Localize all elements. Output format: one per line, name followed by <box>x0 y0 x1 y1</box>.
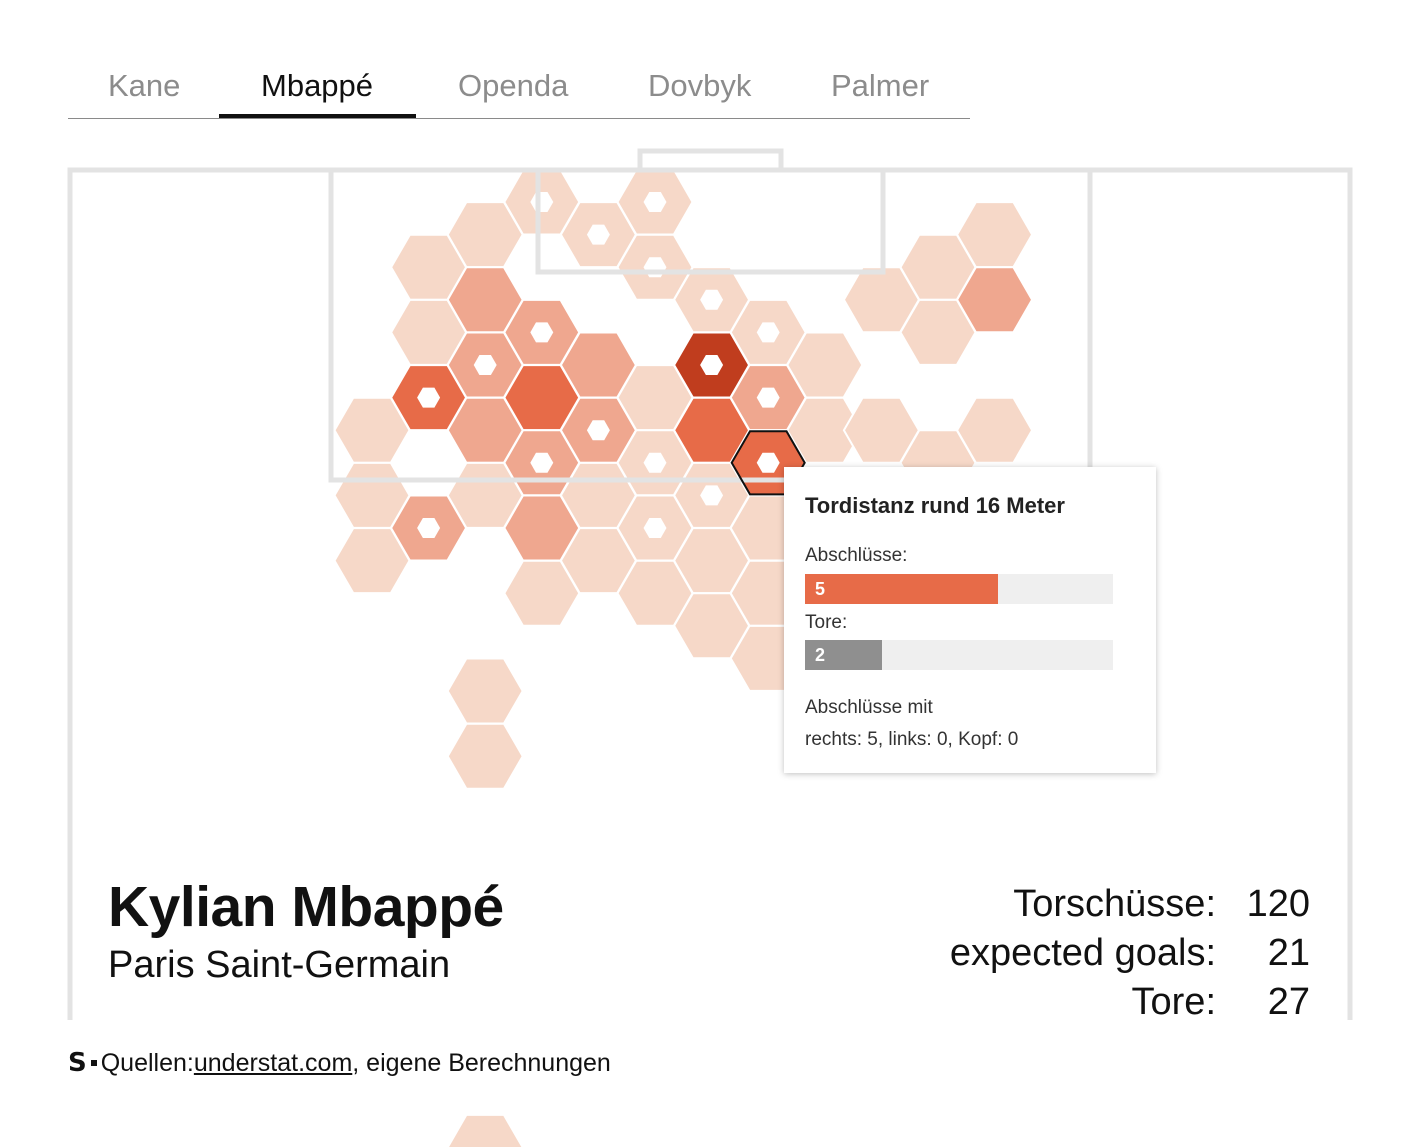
shots-bar: 5 <box>805 574 998 604</box>
hex-cell[interactable] <box>333 527 411 595</box>
goal-marker <box>700 485 724 506</box>
shots-label: Abschlüsse: <box>805 545 908 566</box>
active-tab-indicator <box>219 114 416 118</box>
hex-cell[interactable] <box>503 559 581 627</box>
hex-shot-cell[interactable] <box>446 722 524 790</box>
goal-marker <box>756 322 780 343</box>
stat-value: 120 <box>1246 883 1310 925</box>
player-tabs: Kane Mbappé Openda Dovbyk Palmer <box>68 56 970 119</box>
goals-bar-track: 2 <box>805 640 1113 670</box>
goal-marker <box>643 192 667 212</box>
tab-mbappe[interactable]: Mbappé <box>261 68 374 103</box>
hex-shot-cell[interactable] <box>446 1113 524 1147</box>
source-prefix: Quellen: <box>100 1048 194 1077</box>
goal-marker <box>756 387 780 408</box>
foot-breakdown-line1: Abschlüsse mit <box>805 697 933 718</box>
hex-shot-cell[interactable] <box>446 657 524 725</box>
stat-value: 27 <box>1267 981 1310 1023</box>
goal-marker <box>473 355 497 375</box>
player-name: Kylian Mbappé <box>108 875 504 939</box>
goals-bar: 2 <box>805 640 882 670</box>
publisher-logo: S <box>68 1048 87 1078</box>
goal-marker <box>530 452 554 473</box>
hex-shot-cell[interactable] <box>333 527 411 595</box>
player-club: Paris Saint-Germain <box>108 944 451 986</box>
hex-cell[interactable] <box>616 494 694 562</box>
goal-marker <box>643 452 667 473</box>
goal-marker <box>643 518 667 538</box>
hex-cell[interactable] <box>446 722 524 790</box>
tab-palmer[interactable]: Palmer <box>831 68 930 103</box>
goal-area <box>535 167 886 275</box>
stat-value: 21 <box>1267 932 1310 974</box>
goal-marker <box>530 322 554 343</box>
goal-marker <box>586 420 610 441</box>
goals-value: 2 <box>815 645 826 665</box>
shots-value: 5 <box>815 579 826 599</box>
goals-label: Tore: <box>805 612 848 633</box>
goal-marker <box>417 387 441 408</box>
goal <box>637 148 784 170</box>
tooltip-title: Tordistanz rund 16 Meter <box>805 493 1065 518</box>
cell-tooltip: Tordistanz rund 16 Meter Abschlüsse: 5 T… <box>784 467 1156 773</box>
goal-marker <box>586 224 610 245</box>
stat-row-xg: expected goals: 21 <box>950 929 1310 978</box>
hex-shot-cell[interactable] <box>503 559 581 627</box>
hex-cell[interactable] <box>446 1113 524 1147</box>
stat-label: Tore: <box>1131 981 1216 1023</box>
tab-kane[interactable]: Kane <box>108 68 181 103</box>
logo-dot <box>90 1060 97 1066</box>
goal-marker <box>756 452 780 473</box>
hex-cell[interactable] <box>729 364 807 432</box>
source-suffix: , eigene Berechnungen <box>352 1048 611 1077</box>
hex-shot-cell[interactable] <box>899 298 977 366</box>
goal-marker <box>700 289 724 310</box>
goal-marker <box>417 518 441 538</box>
stat-label: expected goals: <box>949 932 1216 974</box>
stat-row-goals: Tore: 27 <box>950 978 1310 1027</box>
source-link[interactable]: understat.com <box>193 1048 353 1077</box>
stat-label: Torschüsse: <box>1013 883 1216 925</box>
pitch-lines <box>67 148 1353 1020</box>
tab-openda[interactable]: Openda <box>458 68 569 103</box>
source-footer: S Quellen: understat.com, eigene Berechn… <box>68 1048 611 1078</box>
hex-cell[interactable] <box>899 298 977 366</box>
tab-dovbyk[interactable]: Dovbyk <box>648 68 752 103</box>
shots-bar-track: 5 <box>805 574 1113 604</box>
hex-cell[interactable] <box>446 657 524 725</box>
goal-marker <box>700 355 724 375</box>
player-stats: Torschüsse: 120 expected goals: 21 Tore:… <box>950 880 1310 1027</box>
stat-row-shots: Torschüsse: 120 <box>950 880 1310 929</box>
foot-breakdown-line2: rechts: 5, links: 0, Kopf: 0 <box>805 729 1019 750</box>
